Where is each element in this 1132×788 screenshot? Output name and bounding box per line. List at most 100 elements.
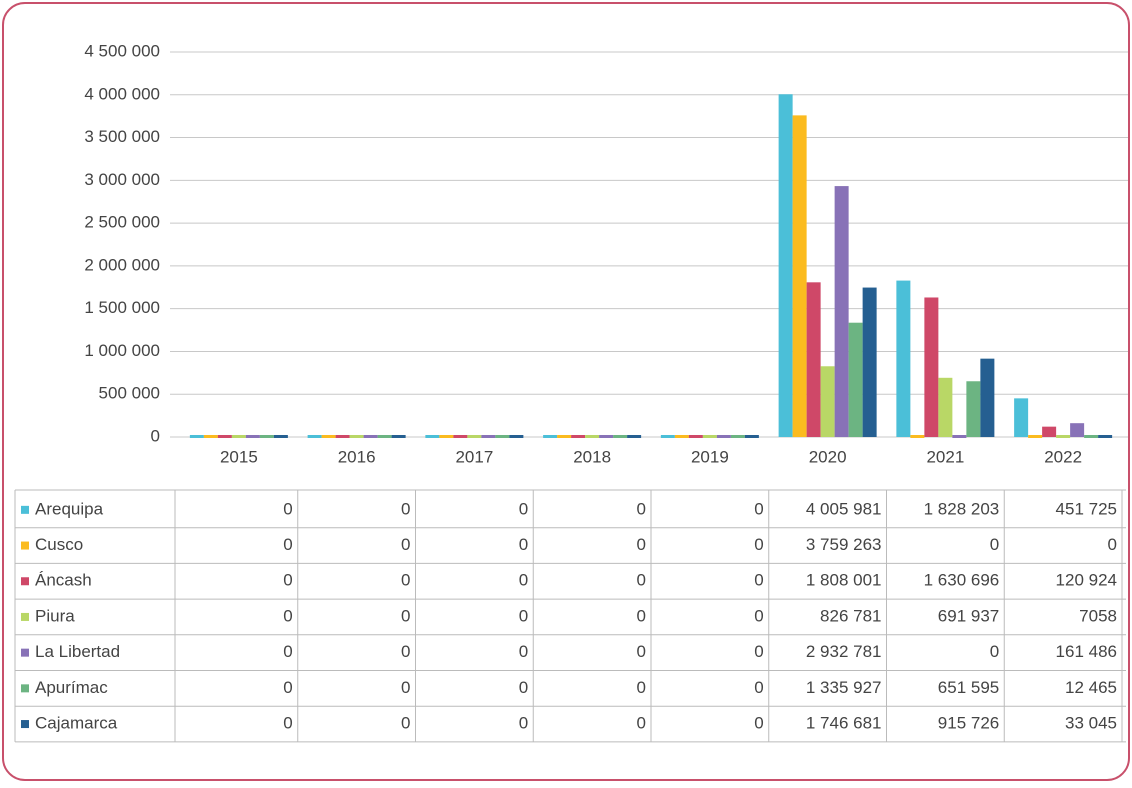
y-tick-label: 500 000: [99, 384, 160, 403]
bar: [613, 435, 628, 438]
table-cell: 0: [401, 606, 410, 625]
bar: [203, 435, 218, 438]
table-cell: 161 486: [1056, 642, 1117, 661]
table-cell: 0: [283, 571, 292, 590]
table-cell: 826 781: [820, 606, 881, 625]
bar: [820, 366, 835, 437]
bar: [495, 435, 510, 438]
bar: [674, 435, 689, 438]
bar: [910, 435, 925, 438]
bar: [730, 435, 745, 438]
table-cell: 7058: [1079, 606, 1117, 625]
table-cell: 0: [283, 606, 292, 625]
table-cell: 0: [637, 535, 646, 554]
legend-label: Apurímac: [35, 678, 108, 697]
bar: [259, 435, 274, 438]
legend-swatch: [21, 577, 29, 586]
table-cell: 0: [283, 714, 292, 733]
bar: [980, 358, 995, 437]
legend-swatch: [21, 612, 29, 621]
bar: [938, 377, 953, 437]
bar: [439, 435, 454, 438]
table-cell: 0: [401, 499, 410, 518]
table-cell: 0: [401, 535, 410, 554]
table-cell: 0: [283, 642, 292, 661]
table-cell: 0: [754, 714, 763, 733]
bar: [688, 435, 703, 438]
bar: [896, 280, 911, 437]
table-cell: 0: [754, 678, 763, 697]
bar: [481, 435, 496, 438]
x-tick-label: 2019: [691, 447, 729, 466]
y-tick-label: 2 500 000: [84, 213, 160, 232]
table-cell: 0: [637, 499, 646, 518]
table-cell: 0: [519, 571, 528, 590]
y-tick-label: 4 500 000: [84, 41, 160, 60]
bar: [1014, 398, 1029, 437]
legend-label: Áncash: [35, 571, 92, 590]
bar: [349, 435, 364, 438]
bar: [425, 435, 440, 438]
table-cell: 0: [519, 642, 528, 661]
table-cell: 0: [519, 678, 528, 697]
table-cell: 0: [754, 499, 763, 518]
bar: [716, 435, 731, 438]
bar: [189, 435, 204, 438]
legend-label: Cusco: [35, 535, 83, 554]
bar: [391, 435, 406, 438]
table-cell: 4 005 981: [806, 499, 882, 518]
bar: [1028, 435, 1043, 438]
table-cell: 0: [754, 606, 763, 625]
legend-label: Piura: [35, 606, 75, 625]
table-cell: 1 828 203: [924, 499, 1000, 518]
table-cell: 0: [283, 499, 292, 518]
bar: [744, 435, 759, 438]
legend-swatch: [21, 684, 29, 693]
bar: [1056, 435, 1071, 438]
bar: [966, 381, 981, 437]
table-cell: 2 932 781: [806, 642, 882, 661]
x-tick-label: 2020: [809, 447, 847, 466]
y-tick-label: 3 000 000: [84, 170, 160, 189]
x-tick-label: 2021: [926, 447, 964, 466]
table-cell: 0: [401, 571, 410, 590]
bar: [778, 94, 793, 438]
table-cell: 0: [519, 606, 528, 625]
table-cell: 0: [637, 714, 646, 733]
bar: [377, 435, 392, 438]
table-cell: 0: [519, 499, 528, 518]
table-cell: 0: [519, 535, 528, 554]
legend-label: Arequipa: [35, 499, 104, 518]
x-tick-label: 2018: [573, 447, 611, 466]
legend-swatch: [21, 720, 29, 729]
legend-label: Cajamarca: [35, 714, 118, 733]
bar: [585, 435, 600, 438]
bar: [273, 435, 288, 438]
table-cell: 1 746 681: [806, 714, 882, 733]
x-tick-label: 2017: [455, 447, 493, 466]
table-cell: 12 465: [1065, 678, 1117, 697]
bar: [792, 115, 807, 437]
bar: [660, 435, 675, 438]
bar: [924, 297, 939, 437]
table-cell: 120 924: [1056, 571, 1117, 590]
bar: [307, 435, 322, 438]
bar: [571, 435, 586, 438]
table-cell: 0: [990, 642, 999, 661]
bar: [952, 435, 967, 438]
table-cell: 691 937: [938, 606, 999, 625]
bar: [599, 435, 614, 438]
table-cell: 651 595: [938, 678, 999, 697]
table-cell: 0: [754, 642, 763, 661]
table-cell: 451 725: [1056, 499, 1117, 518]
bar: [862, 287, 877, 437]
table-cell: 0: [401, 678, 410, 697]
bar: [467, 435, 482, 438]
table-cell: 1 630 696: [924, 571, 1000, 590]
y-tick-label: 1 500 000: [84, 298, 160, 317]
table-cell: 3 759 263: [806, 535, 882, 554]
y-tick-label: 0: [151, 426, 160, 445]
bar: [1042, 426, 1057, 437]
